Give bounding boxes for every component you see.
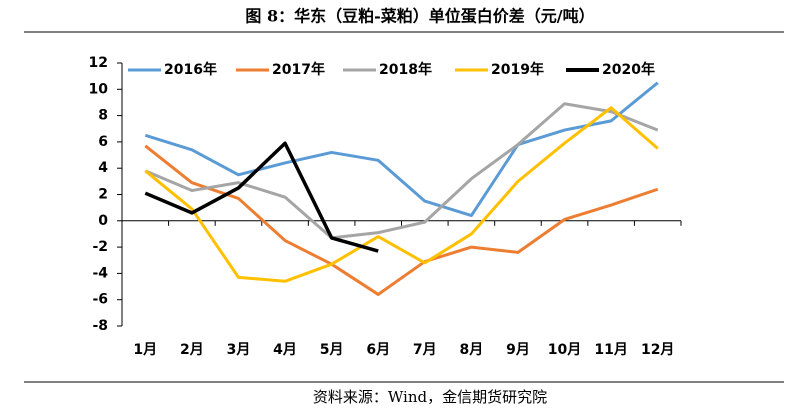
- x-tick-label: 6月: [366, 342, 390, 358]
- source: 资料来源：Wind，金信期货研究院: [313, 388, 547, 406]
- x-tick-label: 4月: [273, 342, 297, 358]
- legend-label: 2020年: [602, 61, 655, 78]
- y-tick-label: 2: [98, 187, 108, 203]
- y-tick-label: 4: [98, 160, 108, 176]
- x-tick-label: 8月: [460, 342, 484, 358]
- x-tick-label: 11月: [594, 342, 627, 358]
- series-line: [144, 144, 659, 296]
- x-tick-label: 10月: [548, 342, 581, 358]
- y-tick-label: 0: [98, 213, 108, 229]
- legend-label: 2017年: [272, 61, 325, 78]
- x-tick-label: 1月: [133, 342, 157, 358]
- x-tick-label: 3月: [227, 342, 251, 358]
- x-tick-label: 7月: [413, 342, 437, 358]
- y-tick-label: 8: [98, 108, 108, 124]
- y-tick-label: -4: [92, 265, 108, 281]
- series-line: [144, 81, 659, 218]
- y-tick-label: 10: [89, 81, 109, 97]
- legend-label: 2019年: [491, 61, 544, 78]
- y-tick-label: 12: [89, 55, 108, 71]
- x-tick-label: 9月: [506, 342, 530, 358]
- y-tick-label: -6: [92, 292, 108, 308]
- chart-title: 图 8：华东（豆粕-菜粕）单位蛋白价差（元/吨）: [245, 7, 594, 26]
- y-tick-label: -8: [92, 318, 108, 334]
- x-tick-label: 12月: [641, 342, 674, 358]
- legend-label: 2016年: [164, 61, 217, 78]
- y-tick-label: -2: [92, 239, 108, 255]
- series-line: [144, 141, 379, 253]
- x-tick-label: 5月: [320, 342, 344, 358]
- series-line: [144, 106, 659, 283]
- series-line: [144, 102, 659, 240]
- y-tick-label: 6: [98, 134, 108, 150]
- legend-label: 2018年: [379, 61, 432, 78]
- x-tick-label: 2月: [180, 342, 204, 358]
